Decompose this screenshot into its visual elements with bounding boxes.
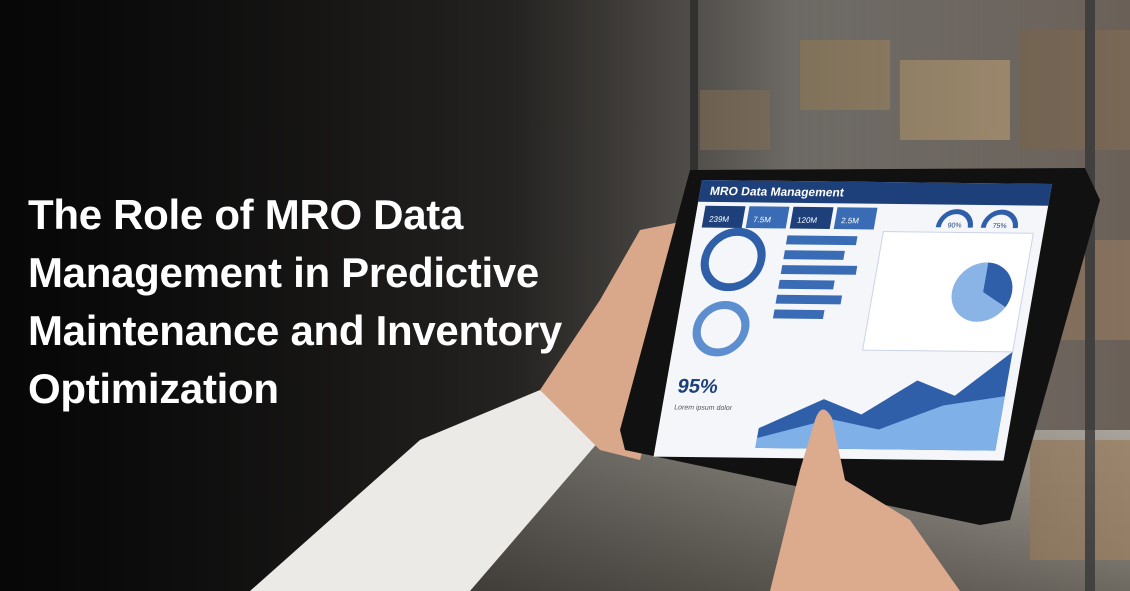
tablet-screen: MRO Data Management 95% Lorem ipsum dolo… [653,180,1052,461]
title-line: Management in Predictive [28,249,539,296]
stat-box [789,206,834,229]
gauge [935,209,973,228]
title-line: Maintenance and Inventory [28,307,562,354]
stat-value: 120M [796,216,818,225]
stat-box [701,205,746,228]
sleeve [250,390,600,591]
stat-value: 239M [708,215,730,224]
title-line: The Role of MRO Data [28,191,464,238]
screen-heading: MRO Data Management [709,184,845,199]
title: The Role of MRO Data Management in Predic… [28,186,562,418]
gauge-value: 90% [947,222,962,229]
gauge-value: 75% [992,223,1007,230]
stat-box [745,206,790,229]
title-line: Optimization [28,365,279,412]
bar-list [772,235,858,319]
stat-value: 7.5M [752,215,772,224]
pie-chart [982,262,1013,308]
caption: Lorem ipsum dolor [674,404,734,412]
pie-chart [951,262,1006,322]
donut-chart [692,301,750,357]
right-hand [770,409,960,591]
stat-value: 2.5M [840,216,860,225]
panel [862,231,1034,353]
stat-box [833,207,878,230]
donut-chart [700,227,766,292]
gauge [980,209,1018,229]
big-stat: 95% [676,376,720,398]
